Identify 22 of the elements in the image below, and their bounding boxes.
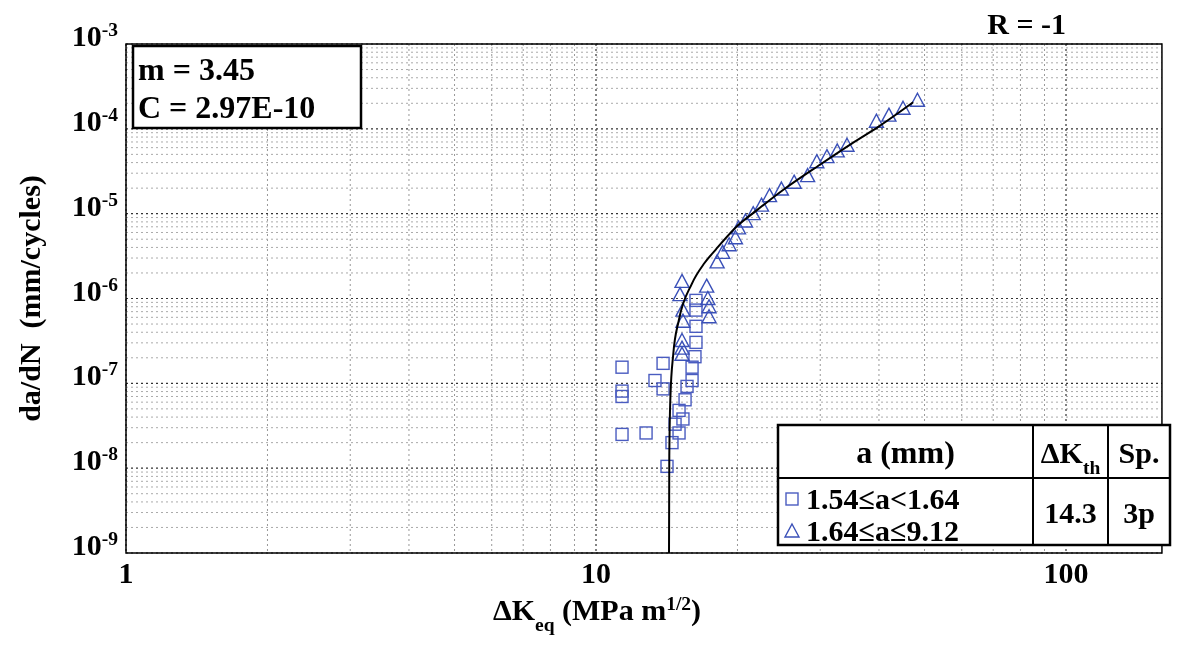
- x-tick-label: 1: [118, 556, 134, 589]
- y-tick-label: 10$^{-5}$: [71, 188, 119, 222]
- y-tick-label: 10$^{-9}$: [71, 527, 119, 561]
- y-tick-label: 10$^{-4}$: [71, 103, 119, 137]
- annotation: 14.3: [1044, 495, 1097, 529]
- x-tick-label: 10: [581, 556, 611, 589]
- legend-label: 1.54≤a<1.64: [806, 482, 960, 515]
- annotation: m = 3.45: [138, 51, 255, 87]
- annotation: Sp.: [1118, 436, 1160, 469]
- y-tick-label: 10$^{-3}$: [71, 18, 119, 52]
- y-tick-label: 10$^{-6}$: [71, 273, 119, 307]
- x-axis-title: ΔK$_{eq}$ (MPa m$^{1/2}$): [492, 592, 702, 635]
- annotation: 3p: [1123, 495, 1155, 529]
- y-tick-label: 10$^{-8}$: [71, 442, 119, 477]
- y-tick-label: 10$^{-7}$: [71, 357, 119, 392]
- text: R = -1: [987, 7, 1066, 40]
- legend-title: a (mm): [856, 434, 955, 470]
- y-axis-title: da/dN (mm/cycles): [13, 175, 47, 422]
- x-tick-label: 100: [1043, 556, 1089, 589]
- annotation: C = 2.97E-10: [138, 89, 316, 125]
- legend-label: 1.64≤a≤9.12: [806, 514, 959, 547]
- annotation: ΔK$_{th}$: [1040, 436, 1101, 478]
